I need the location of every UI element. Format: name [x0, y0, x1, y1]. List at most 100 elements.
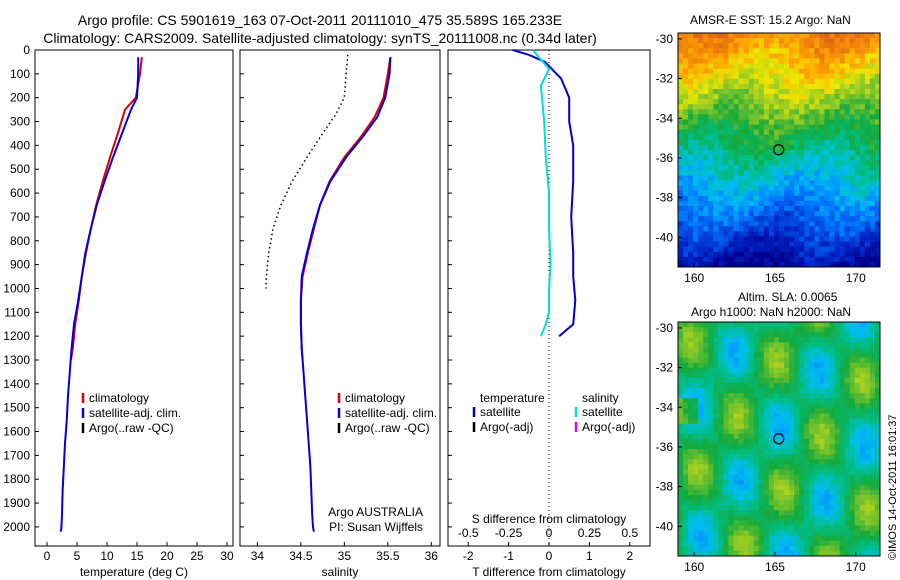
depth-tick-label: 1800: [3, 472, 30, 486]
depth-tick-label: 1600: [3, 425, 30, 439]
depth-tick-label: 1700: [3, 448, 30, 462]
tdiff-x-tick-label: 0: [546, 549, 553, 563]
temp-x-tick-label: 30: [220, 549, 234, 563]
depth-tick-label: 100: [10, 67, 30, 81]
sst-map-y-tick-label: -32: [656, 72, 674, 86]
figure-title-line1: Argo profile: CS 5901619_163 07-Oct-2011…: [77, 12, 563, 28]
tdiff-x-tick-label: 1: [586, 549, 593, 563]
sal-x-tick-label: 34: [251, 549, 265, 563]
temp-x-label: temperature (deg C): [80, 565, 188, 579]
sla-map-argo-marker: [773, 433, 785, 445]
figure-title-line2: Climatology: CARS2009. Satellite-adjuste…: [43, 30, 597, 46]
sla-map-x-tick-label: 170: [846, 560, 866, 574]
depth-tick-label: 1100: [4, 305, 30, 319]
sla-map-y-tick-label: -34: [656, 400, 674, 414]
temp-series-1: [59, 57, 140, 532]
sst-map-x-tick-label: 165: [765, 271, 785, 285]
sdiff-x-tick-label: -0.5: [458, 526, 479, 540]
sal-series-2: [265, 54, 349, 289]
tdiff-satellite-line: [512, 49, 577, 337]
temp-x-tick-label: 25: [190, 549, 204, 563]
sal-x-tick-label: 35.5: [376, 549, 400, 563]
sst-map-y-tick-label: -34: [656, 111, 674, 125]
sla-map-heatmap: [678, 322, 880, 556]
depth-tick-label: 1200: [3, 329, 30, 343]
sla-map-frame: [677, 321, 881, 557]
sst-map-y-tick-label: -36: [656, 151, 674, 165]
sdiff-x-tick-label: 0.25: [578, 526, 602, 540]
sal-legend-item: satellite-adj. clim.: [345, 406, 437, 420]
temp-legend-item: climatology: [89, 391, 149, 405]
sdiff-satellite-line: [532, 49, 552, 337]
temp-x-tick-label: 10: [100, 549, 114, 563]
temp-x-tick-label: 15: [130, 549, 144, 563]
temp-x-tick-label: 5: [74, 549, 81, 563]
sdiff-x-tick-label: 0: [546, 526, 553, 540]
depth-tick-label: 300: [10, 115, 30, 129]
sst-map-x-tick-label: 170: [846, 271, 866, 285]
depth-tick-label: 200: [10, 91, 30, 105]
sla-map-y-tick-label: -36: [656, 440, 674, 454]
temp-legend-item: satellite-adj. clim.: [89, 406, 181, 420]
temp-x-tick-label: 20: [160, 549, 174, 563]
temp-x-tick-label: 0: [44, 549, 51, 563]
sdiff-legend-item: Argo(-adj): [582, 420, 635, 434]
tdiff-x-tick-label: -2: [463, 549, 474, 563]
panel-frame-0: [34, 49, 234, 547]
imos-credit: ©IMOS 14-Oct-2011 16:01:37: [887, 414, 899, 560]
temp-legend-item: Argo(..raw -QC): [89, 421, 174, 435]
temp-series-0: [70, 57, 143, 361]
sst-map-title: AMSR-E SST: 15.2 Argo: NaN: [690, 13, 851, 27]
sdiff-legend-item: satellite: [582, 405, 623, 419]
sal-legend-item: climatology: [345, 391, 405, 405]
sal-x-tick-label: 34.5: [289, 549, 313, 563]
sdiff-x-tick-label: 0.5: [621, 526, 638, 540]
depth-tick-label: 700: [10, 210, 30, 224]
sal-x-label: salinity: [322, 565, 359, 579]
depth-tick-label: 1400: [3, 377, 30, 391]
sla-map-y-tick-label: -38: [656, 480, 674, 494]
tdiff-x-tick-label: -1: [503, 549, 514, 563]
tdiff-x-tick-label: 2: [626, 549, 633, 563]
tdiff-x-label: T difference from climatology: [472, 565, 626, 579]
sst-map-x-tick-label: 160: [684, 271, 704, 285]
sdiff-x-tick-label: -0.25: [495, 526, 523, 540]
sst-map-y-tick-label: -38: [656, 191, 674, 205]
depth-tick-label: 1500: [3, 401, 30, 415]
depth-tick-label: 800: [10, 234, 30, 248]
sal-series-1: [299, 57, 392, 532]
sst-map-y-tick-label: -30: [656, 32, 674, 46]
depth-tick-label: 2000: [3, 520, 30, 534]
depth-tick-label: 900: [10, 258, 30, 272]
argo-country: Argo AUSTRALIA: [328, 505, 423, 519]
tdiff-legend-header: temperature: [480, 391, 545, 405]
argo-pi: PI: Susan Wijffels: [329, 520, 423, 534]
depth-tick-label: 600: [10, 186, 30, 200]
depth-tick-label: 0: [23, 43, 30, 57]
sal-x-tick-label: 35: [338, 549, 352, 563]
depth-tick-label: 1000: [3, 281, 30, 295]
sla-map-y-tick-label: -30: [656, 321, 674, 335]
sla-map-x-tick-label: 160: [684, 560, 704, 574]
depth-tick-label: 400: [10, 138, 30, 152]
sst-map-heatmap: [678, 33, 880, 267]
sla-map-y-tick-label: -32: [656, 361, 674, 375]
tdiff-legend-item: satellite: [480, 405, 521, 419]
depth-tick-label: 500: [10, 162, 30, 176]
sla-map-x-tick-label: 165: [765, 560, 785, 574]
sal-series-0: [299, 57, 392, 361]
sla-map-y-tick-label: -40: [656, 519, 674, 533]
depth-tick-label: 1900: [3, 496, 30, 510]
sst-map-y-tick-label: -40: [656, 230, 674, 244]
panel-frame-1: [239, 49, 441, 547]
sal-x-tick-label: 36: [425, 549, 439, 563]
tdiff-legend-item: Argo(-adj): [480, 420, 533, 434]
sdiff-legend-header: salinity: [582, 391, 619, 405]
depth-tick-label: 1300: [3, 353, 30, 367]
sal-legend-item: Argo(..raw -QC): [345, 421, 430, 435]
sla-map-title-line2: Argo h1000: NaN h2000: NaN: [691, 305, 852, 319]
sla-map-title-line1: Altim. SLA: 0.0065: [738, 290, 838, 304]
sst-map-frame: [677, 32, 881, 268]
sst-map-argo-marker: [773, 144, 785, 156]
